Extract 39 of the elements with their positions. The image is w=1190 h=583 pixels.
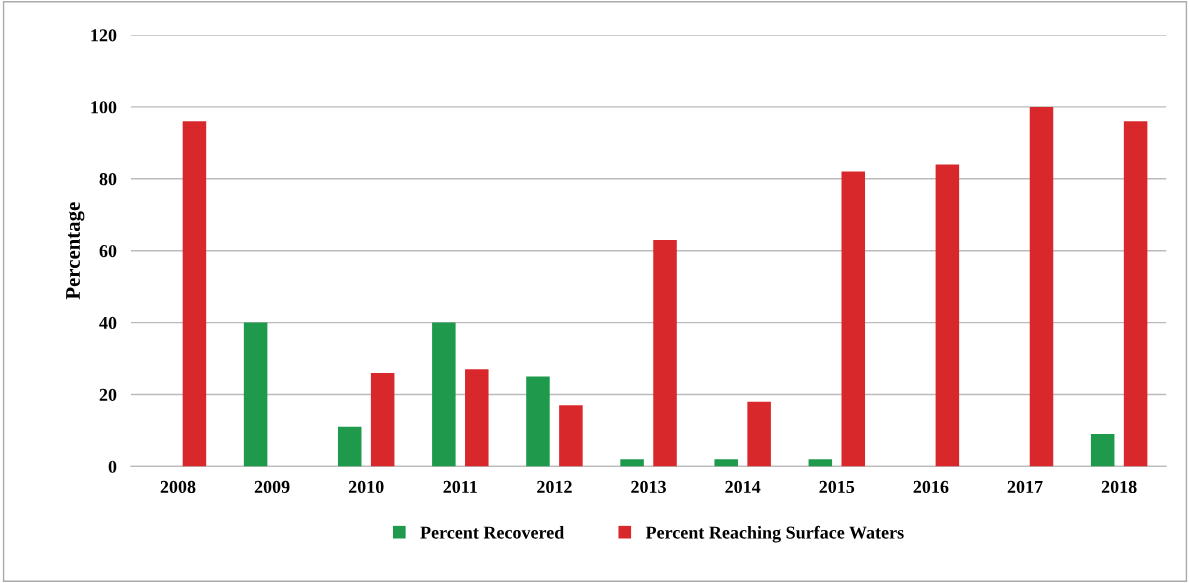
bar — [714, 459, 738, 467]
bar — [370, 372, 395, 467]
bar — [653, 239, 677, 467]
x-tick-label: 2016 — [913, 480, 949, 493]
y-tick-label: 20 — [99, 388, 117, 401]
bar — [808, 459, 833, 467]
x-tick-label: 2010 — [348, 480, 384, 493]
bar — [1090, 434, 1115, 467]
y-tick-label: 120 — [91, 29, 117, 42]
legend-label: Percent Reaching Surface Waters — [645, 525, 904, 543]
bar — [935, 164, 960, 467]
y-tick-label: 100 — [91, 101, 117, 114]
x-tick-label: 2008 — [160, 480, 196, 493]
bar — [243, 322, 268, 467]
bar — [620, 459, 644, 467]
x-tick-label: 2017 — [1007, 480, 1043, 493]
x-tick-label: 2014 — [725, 480, 761, 493]
x-tick-label: 2012 — [537, 480, 572, 493]
y-axis-title: Percentage — [66, 202, 85, 300]
y-tick-label: 80 — [99, 173, 117, 186]
bar — [1029, 106, 1054, 467]
x-tick-label: 2018 — [1101, 480, 1137, 493]
x-tick-label: 2011 — [443, 480, 477, 493]
x-tick-label: 2013 — [631, 480, 666, 493]
bar — [526, 376, 550, 467]
bar — [465, 369, 489, 467]
bar — [559, 405, 583, 467]
bar — [182, 121, 207, 467]
y-tick-label: 60 — [99, 244, 117, 258]
bar — [337, 426, 362, 467]
x-tick-label: 2015 — [819, 480, 855, 493]
bar — [841, 171, 866, 467]
bar — [747, 401, 771, 467]
legend-label: Percent Recovered — [420, 525, 565, 539]
bar — [1123, 121, 1148, 467]
y-tick-label: 0 — [108, 460, 117, 473]
bar — [432, 322, 456, 467]
x-tick-label: 2009 — [254, 480, 290, 493]
y-tick-label: 40 — [99, 316, 117, 330]
